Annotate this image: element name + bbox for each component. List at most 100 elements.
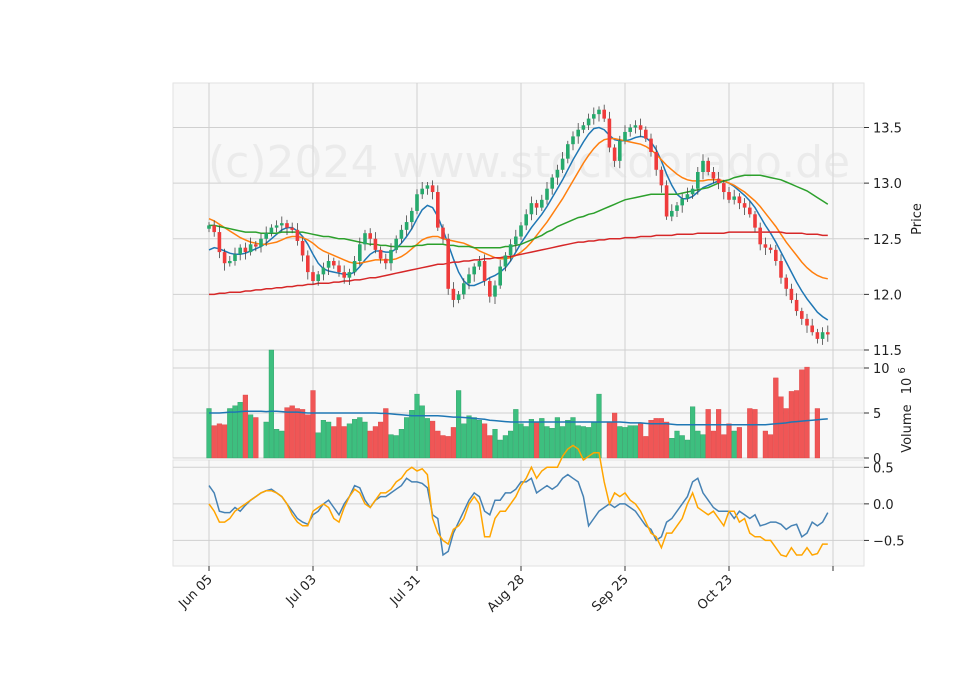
candle-body — [742, 203, 747, 208]
candle-body — [332, 261, 336, 266]
volume-bar — [580, 426, 587, 459]
candle-body — [789, 288, 794, 300]
candle-body — [774, 249, 778, 261]
volume-bar — [279, 430, 285, 459]
volume-bar — [523, 426, 529, 459]
volume-bar — [450, 427, 457, 459]
volume-bar — [310, 390, 316, 459]
candle-body — [722, 183, 726, 193]
volume-bar — [622, 427, 628, 459]
candle-body — [607, 118, 612, 148]
volume-bar — [539, 418, 545, 459]
candle-body — [680, 198, 684, 206]
candle-body — [519, 225, 523, 237]
price-tick-label: 13.5 — [873, 122, 902, 137]
volume-bar — [367, 430, 373, 459]
volume-bar — [492, 429, 498, 459]
candle-body — [217, 232, 222, 253]
volume-bar — [232, 405, 238, 459]
volume-bar — [274, 429, 280, 459]
candle-body — [675, 205, 679, 211]
volume-bar — [788, 391, 795, 459]
volume-bar — [762, 430, 769, 459]
volume-bar — [305, 414, 311, 459]
volume-axis-exponent-base: 10 — [900, 378, 915, 395]
volume-bar — [726, 423, 732, 459]
candle-body — [306, 255, 310, 273]
volume-bar — [554, 417, 561, 459]
volume-bar — [393, 435, 399, 459]
candle-body — [638, 125, 643, 130]
candle-body — [425, 185, 430, 189]
osc-tick-label: −0.5 — [873, 534, 905, 549]
volume-axis-exponent-power: 6 — [897, 367, 908, 373]
volume-bar — [414, 393, 420, 459]
volume-bar — [216, 423, 223, 459]
candle-body — [805, 318, 809, 326]
volume-axis-label: Volume 10 6 — [897, 367, 915, 453]
candle-body — [430, 185, 435, 193]
candle-body — [576, 129, 580, 137]
volume-bar — [528, 419, 535, 459]
volume-bar — [778, 396, 784, 459]
candle-body — [737, 196, 742, 204]
candle-body — [508, 244, 513, 256]
candle-body — [727, 192, 731, 200]
candle-body — [753, 214, 757, 228]
volume-bar — [211, 425, 217, 459]
candle-body — [347, 272, 352, 278]
candle-body — [706, 160, 710, 172]
volume-bar — [783, 408, 789, 459]
volume-bar — [502, 435, 509, 459]
candle-body — [285, 223, 289, 228]
volume-bar — [471, 417, 477, 459]
candle-body — [462, 283, 466, 295]
candle-body — [248, 244, 253, 253]
volume-bar — [456, 390, 462, 459]
volume-bar — [398, 429, 405, 459]
candle-body — [441, 227, 445, 239]
volume-bar — [357, 417, 363, 459]
volume-bar — [404, 417, 410, 459]
volume-bar — [331, 426, 337, 459]
candle-body — [690, 188, 695, 195]
candle-body — [524, 214, 528, 226]
candle-body — [254, 244, 258, 247]
osc-tick-label: 0.0 — [873, 498, 894, 513]
volume-bar — [482, 423, 488, 459]
candle-body — [685, 194, 690, 199]
volume-bar — [435, 430, 441, 459]
volume-bar — [461, 423, 467, 459]
volume-bar — [206, 408, 212, 459]
candle-body — [664, 185, 669, 217]
candle-body — [654, 151, 658, 170]
volume-bar — [664, 421, 670, 459]
x-tick-label: Aug 28 — [485, 572, 528, 615]
candle-body — [228, 261, 232, 264]
candle-body — [436, 192, 440, 228]
volume-bar — [705, 409, 711, 459]
volume-bar — [372, 426, 379, 459]
candle-body — [295, 229, 300, 241]
volume-bar — [736, 427, 743, 459]
volume-axis-label-text: Volume — [900, 404, 915, 452]
volume-bar — [669, 438, 675, 459]
candle-body — [498, 266, 502, 286]
volume-bar — [575, 425, 581, 459]
price-tick-label: 12.0 — [873, 288, 902, 303]
volume-bar — [487, 435, 493, 459]
volume-bar — [445, 436, 451, 459]
candle-body — [633, 125, 638, 128]
volume-bar — [300, 409, 306, 459]
volume-bar — [419, 405, 425, 459]
volume-bar — [383, 408, 389, 459]
x-tick-label: Jun 05 — [176, 572, 216, 612]
candle-body — [592, 114, 596, 119]
candle-body — [399, 229, 404, 239]
volume-bar — [586, 427, 592, 459]
volume-tick-label: 0 — [873, 452, 881, 467]
candle-body — [534, 203, 539, 208]
candlesticks — [207, 104, 830, 345]
volume-bar — [466, 415, 472, 459]
candle-body — [363, 233, 367, 245]
